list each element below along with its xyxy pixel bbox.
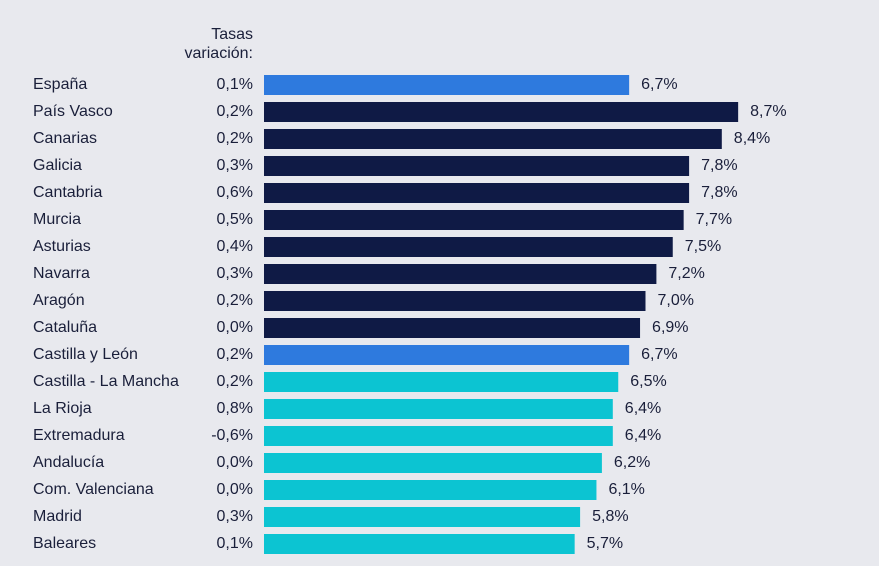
value-label: 7,2%	[668, 265, 704, 282]
bar	[264, 129, 722, 149]
bar	[264, 102, 739, 122]
category-label: España	[33, 76, 87, 93]
category-label: Castilla - La Mancha	[33, 373, 179, 390]
rate-label: 0,2%	[217, 292, 253, 309]
value-label: 7,8%	[701, 184, 737, 201]
bar	[264, 453, 602, 473]
category-label: Aragón	[33, 292, 85, 309]
value-label: 6,9%	[652, 319, 688, 336]
rate-label: 0,1%	[217, 535, 253, 552]
category-label: Cataluña	[33, 319, 97, 336]
rates-title: variación:	[185, 45, 253, 62]
bar	[264, 399, 613, 419]
value-label: 5,8%	[592, 508, 628, 525]
bar	[264, 345, 630, 365]
rate-label: 0,2%	[217, 103, 253, 120]
bar	[264, 156, 690, 176]
rate-label: 0,4%	[217, 238, 253, 255]
category-label: Baleares	[33, 535, 96, 552]
rate-label: 0,3%	[217, 265, 253, 282]
rate-label: 0,2%	[217, 346, 253, 363]
bar	[264, 507, 581, 527]
bar	[264, 426, 613, 446]
bar	[264, 237, 673, 257]
category-label: Madrid	[33, 508, 82, 525]
rate-label: 0,8%	[217, 400, 253, 417]
bar	[264, 210, 684, 230]
rates-title: Tasas	[211, 26, 253, 43]
category-label: Navarra	[33, 265, 90, 282]
bar	[264, 318, 641, 338]
bar	[264, 264, 657, 284]
rate-label: 0,0%	[217, 319, 253, 336]
value-label: 6,7%	[641, 76, 677, 93]
value-label: 7,0%	[658, 292, 694, 309]
bar	[264, 534, 575, 554]
category-label: País Vasco	[33, 103, 113, 120]
value-label: 6,7%	[641, 346, 677, 363]
value-label: 6,5%	[630, 373, 666, 390]
value-label: 6,4%	[625, 400, 661, 417]
category-label: Com. Valenciana	[33, 481, 154, 498]
category-label: Murcia	[33, 211, 81, 228]
bar	[264, 183, 690, 203]
rate-label: 0,0%	[217, 454, 253, 471]
value-label: 5,7%	[587, 535, 623, 552]
category-label: Galicia	[33, 157, 82, 174]
value-label: 7,8%	[701, 157, 737, 174]
rate-label: -0,6%	[211, 427, 253, 444]
category-label: Canarias	[33, 130, 97, 147]
value-label: 6,4%	[625, 427, 661, 444]
rate-label: 0,2%	[217, 130, 253, 147]
rate-label: 0,5%	[217, 211, 253, 228]
rate-label: 0,1%	[217, 76, 253, 93]
bar	[264, 75, 630, 95]
rate-label: 0,2%	[217, 373, 253, 390]
rate-label: 0,3%	[217, 508, 253, 525]
bar	[264, 291, 646, 311]
value-label: 7,7%	[696, 211, 732, 228]
value-label: 6,2%	[614, 454, 650, 471]
value-label: 6,1%	[608, 481, 644, 498]
bar	[264, 480, 597, 500]
category-label: Andalucía	[33, 454, 104, 471]
rate-label: 0,0%	[217, 481, 253, 498]
category-label: Asturias	[33, 238, 91, 255]
bar	[264, 372, 619, 392]
value-label: 8,7%	[750, 103, 786, 120]
rate-label: 0,3%	[217, 157, 253, 174]
category-label: Extremadura	[33, 427, 125, 444]
value-label: 7,5%	[685, 238, 721, 255]
rate-label: 0,6%	[217, 184, 253, 201]
value-label: 8,4%	[734, 130, 770, 147]
category-label: La Rioja	[33, 400, 92, 417]
category-label: Cantabria	[33, 184, 102, 201]
category-label: Castilla y León	[33, 346, 138, 363]
